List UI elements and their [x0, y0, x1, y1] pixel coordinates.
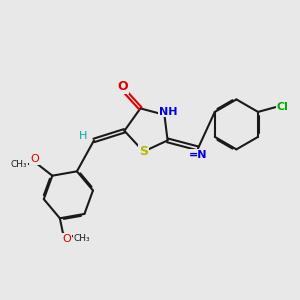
Text: S: S — [139, 145, 148, 158]
Text: O: O — [118, 80, 128, 94]
Text: O: O — [30, 154, 39, 164]
Text: Cl: Cl — [277, 102, 289, 112]
Text: CH₃: CH₃ — [11, 160, 27, 169]
Text: H: H — [79, 130, 87, 141]
Text: NH: NH — [159, 106, 178, 117]
Text: =N: =N — [189, 150, 207, 160]
Text: O: O — [62, 234, 70, 244]
Text: CH₃: CH₃ — [74, 234, 91, 243]
